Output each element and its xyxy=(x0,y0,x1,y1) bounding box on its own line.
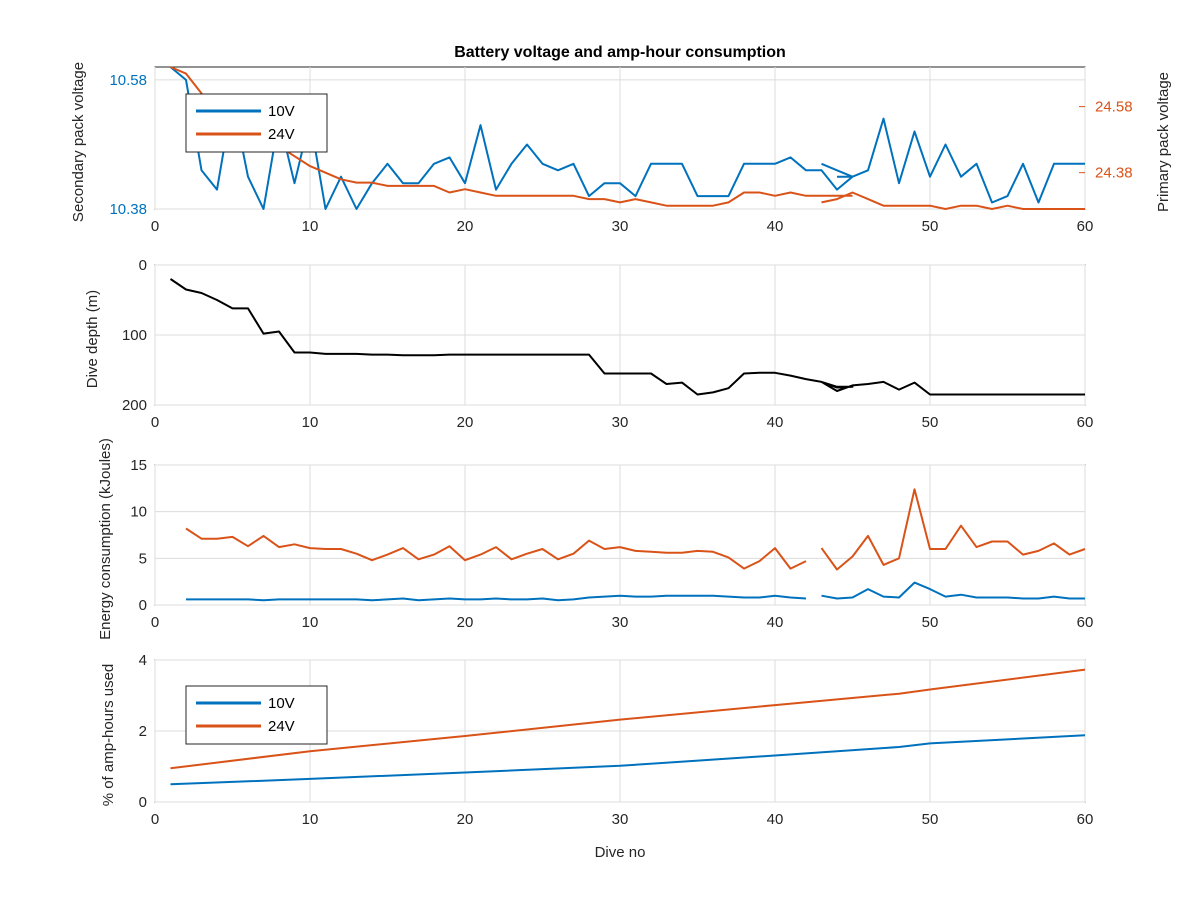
data-lines xyxy=(169,66,1086,786)
x-tick-label: 50 xyxy=(922,811,939,828)
y-tick-label: 0 xyxy=(139,794,147,811)
y-tick-label: 15 xyxy=(130,457,147,474)
legend-label: 10V xyxy=(268,695,295,712)
y-tick-label: 0 xyxy=(139,597,147,614)
x-tick-label: 20 xyxy=(457,811,474,828)
x-tick-label: 60 xyxy=(1077,614,1094,631)
x-tick-label: 20 xyxy=(457,614,474,631)
x-tick-label: 10 xyxy=(302,414,319,431)
series-line-10v xyxy=(170,734,1086,786)
series-line-depth xyxy=(169,278,1085,396)
x-tick-label: 0 xyxy=(151,811,159,828)
x-tick-label: 50 xyxy=(922,614,939,631)
legend-box xyxy=(185,685,328,745)
y-tick-label-right: 24.38 xyxy=(1095,165,1133,182)
x-tick-label: 0 xyxy=(151,614,159,631)
legend-box xyxy=(185,93,328,153)
x-tick-label: 40 xyxy=(767,414,784,431)
x-tick-label: 40 xyxy=(767,811,784,828)
x-tick-label: 60 xyxy=(1077,414,1094,431)
y-tick-label-right: 24.58 xyxy=(1095,99,1133,116)
legend-label: 10V xyxy=(268,103,295,120)
x-tick-label: 30 xyxy=(612,414,629,431)
x-tick-label: 20 xyxy=(457,414,474,431)
x-tick-label: 10 xyxy=(302,614,319,631)
y-tick-label: 10.38 xyxy=(109,201,147,218)
x-tick-label: 30 xyxy=(612,614,629,631)
y-axis-label: Secondary pack voltage xyxy=(70,62,87,222)
x-tick-label: 40 xyxy=(767,614,784,631)
series-line-24v xyxy=(185,488,1086,571)
legend-label: 24V xyxy=(268,718,295,735)
x-tick-label: 0 xyxy=(151,414,159,431)
y-tick-label: 200 xyxy=(122,397,147,414)
y-axis-label-right: Primary pack voltage xyxy=(1155,72,1172,212)
legend-label: 24V xyxy=(268,126,295,143)
y-tick-label: 2 xyxy=(139,723,147,740)
y-axis-label: Dive depth (m) xyxy=(84,290,101,388)
x-tick-label: 20 xyxy=(457,218,474,235)
x-tick-label: 60 xyxy=(1077,218,1094,235)
series-line-10v xyxy=(186,581,1085,602)
x-tick-label: 0 xyxy=(151,218,159,235)
series-line-10v xyxy=(169,66,1085,210)
y-tick-label: 4 xyxy=(139,652,147,669)
x-tick-label: 10 xyxy=(302,218,319,235)
y-axis-label: Energy consumption (kJoules) xyxy=(97,438,114,640)
y-tick-label: 0 xyxy=(139,257,147,274)
y-tick-label: 100 xyxy=(122,327,147,344)
x-tick-label: 50 xyxy=(922,414,939,431)
y-tick-label: 10.58 xyxy=(109,72,147,89)
y-tick-label: 5 xyxy=(139,550,147,567)
x-tick-label: 50 xyxy=(922,218,939,235)
y-axis-label: % of amp-hours used xyxy=(100,664,117,807)
figure-title: Battery voltage and amp-hour consumption xyxy=(454,44,786,61)
x-axis-label: Dive no xyxy=(595,844,646,861)
series-line-24v xyxy=(170,668,1086,770)
x-tick-label: 30 xyxy=(612,218,629,235)
axes-text: 0 10 20 30 40 50 6010.3810.5824.3824.58Seconda… xyxy=(70,62,1172,861)
y-tick-label: 10 xyxy=(130,504,147,521)
x-tick-label: 40 xyxy=(767,218,784,235)
x-tick-label: 60 xyxy=(1077,811,1094,828)
x-tick-label: 30 xyxy=(612,811,629,828)
x-tick-label: 10 xyxy=(302,811,319,828)
